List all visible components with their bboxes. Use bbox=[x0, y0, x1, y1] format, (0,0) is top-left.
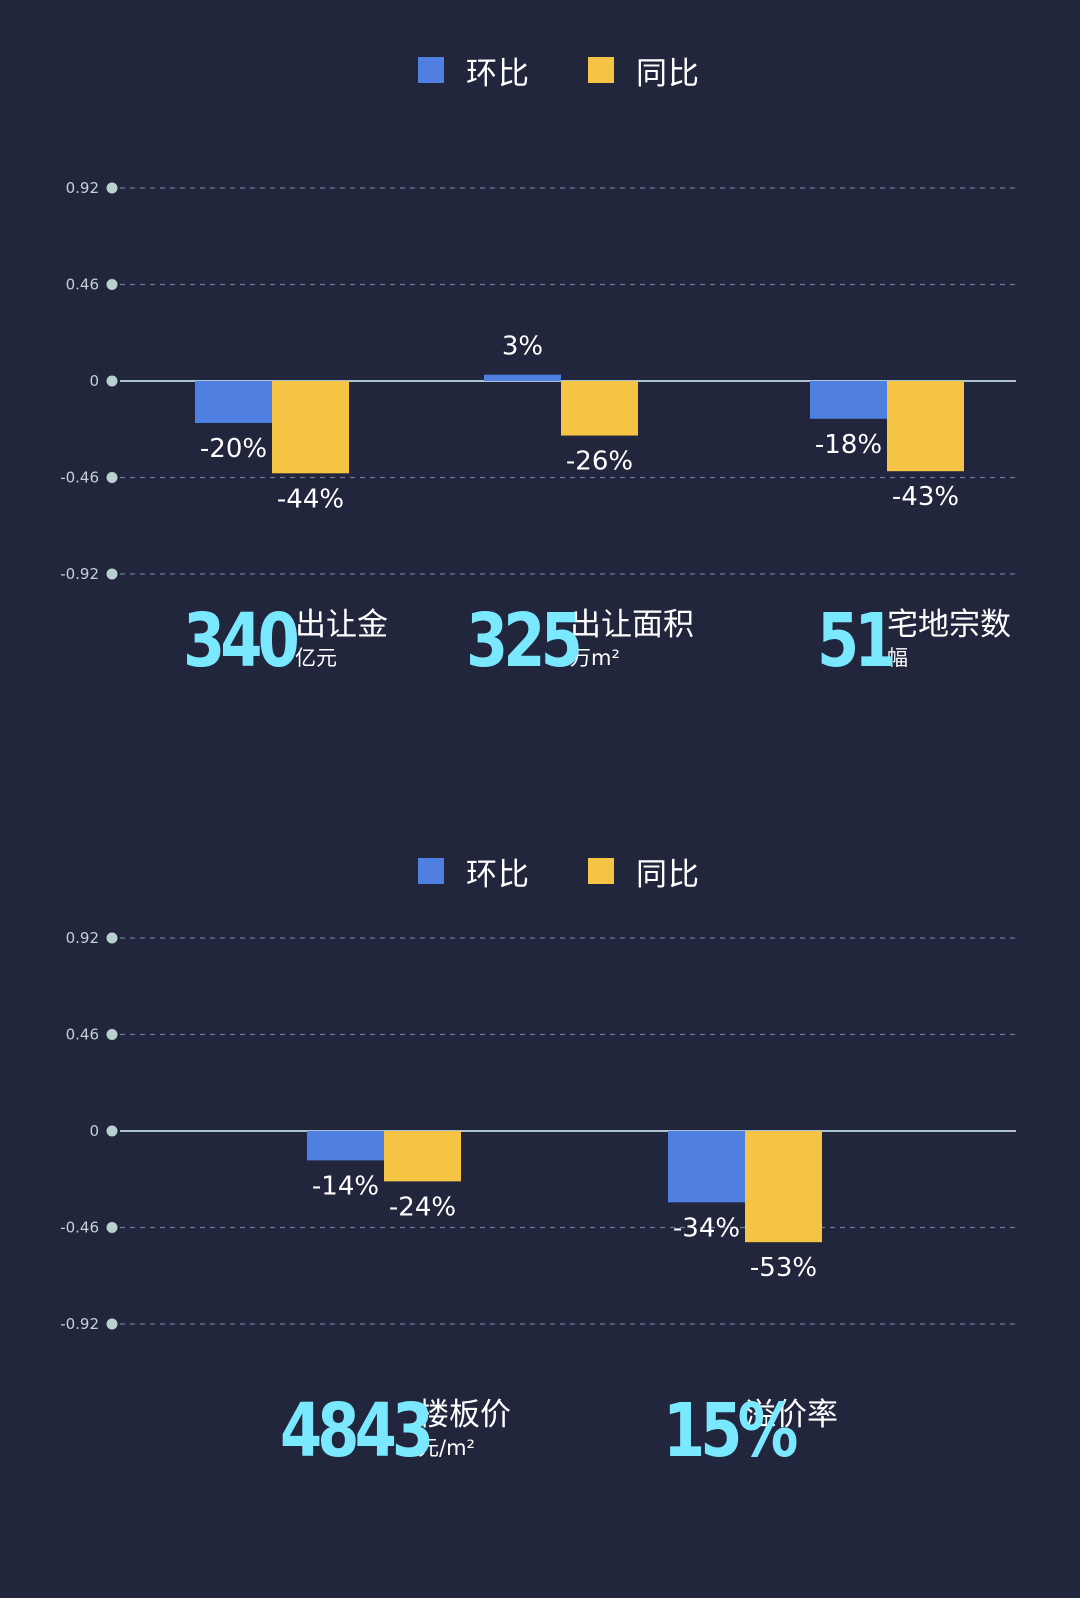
y-tick-label: 0 bbox=[89, 1122, 99, 1140]
stat-transfer-fee: 340 出让金 亿元 bbox=[183, 604, 388, 678]
bar-value-label: -24% bbox=[389, 1192, 456, 1222]
y-tick-label: -0.92 bbox=[60, 1315, 99, 1333]
tick-dot bbox=[106, 472, 118, 483]
bar-mom bbox=[484, 374, 561, 381]
tick-dot bbox=[106, 279, 118, 290]
stat-premium-rate: 15% 溢价率 bbox=[663, 1394, 838, 1468]
bar-value-label: -26% bbox=[566, 447, 633, 477]
tick-dot bbox=[106, 932, 118, 944]
stat-unit: 万m² bbox=[570, 646, 620, 670]
tick-dot bbox=[106, 375, 118, 387]
tick-dot bbox=[106, 1125, 118, 1137]
bar-mom bbox=[668, 1131, 745, 1203]
bar-value-label: 3% bbox=[502, 332, 543, 362]
legend-label-mom: 环比 bbox=[466, 55, 530, 92]
legend-item-yoy: 同比 bbox=[588, 851, 700, 893]
stat-floor-price: 4843 楼板价 元/m² bbox=[280, 1394, 511, 1468]
legend-item-yoy: 同比 bbox=[588, 50, 700, 92]
stat-label: 出让面积 bbox=[570, 607, 694, 643]
bar-yoy bbox=[384, 1131, 461, 1182]
stat-label: 溢价率 bbox=[745, 1397, 838, 1433]
bar-value-label: -53% bbox=[750, 1253, 817, 1283]
bar-value-label: -18% bbox=[815, 430, 882, 460]
legend-label-yoy: 同比 bbox=[636, 856, 700, 893]
legend-swatch-yoy bbox=[588, 57, 614, 83]
y-tick-label: -0.92 bbox=[60, 565, 99, 583]
legend-2: 环比 同比 bbox=[0, 851, 1080, 893]
bar-mom bbox=[307, 1131, 384, 1161]
legend-label-yoy: 同比 bbox=[636, 55, 700, 92]
y-tick-label: 0.46 bbox=[66, 1026, 99, 1044]
bar-value-label: -14% bbox=[312, 1171, 379, 1201]
stat-unit: 幅 bbox=[887, 646, 908, 670]
stat-transfer-area: 325 出让面积 万m² bbox=[466, 604, 694, 678]
legend-1: 环比 同比 bbox=[0, 50, 1080, 92]
stat-text: 溢价率 bbox=[745, 1396, 838, 1434]
tick-dot bbox=[106, 182, 118, 194]
bar-value-label: -20% bbox=[200, 434, 267, 464]
y-tick-label: 0.92 bbox=[66, 179, 99, 197]
stat-label: 出让金 bbox=[295, 607, 388, 643]
bar-yoy bbox=[272, 381, 349, 474]
bar-mom bbox=[810, 381, 887, 419]
tick-dot bbox=[106, 568, 118, 580]
stat-value: 4843 bbox=[280, 1388, 434, 1474]
stat-residential-parcels: 51 宅地宗数 幅 bbox=[817, 604, 1011, 678]
legend-swatch-mom bbox=[418, 57, 444, 83]
y-tick-label: -0.46 bbox=[60, 1219, 99, 1237]
tick-dot bbox=[106, 1318, 118, 1330]
legend-swatch-mom bbox=[418, 858, 444, 884]
y-tick-label: 0 bbox=[89, 372, 99, 390]
bar-chart-floor-price: 0.92 0.46 0 -0.46 -0.92 -14% -24% -34% -53% bbox=[60, 929, 1016, 1333]
legend-item-mom: 环比 bbox=[418, 851, 530, 893]
stat-label: 楼板价 bbox=[418, 1397, 511, 1433]
bar-value-label: -34% bbox=[673, 1213, 740, 1243]
legend-label-mom: 环比 bbox=[466, 856, 530, 893]
bar-value-label: -44% bbox=[277, 484, 344, 514]
y-tick-label: 0.46 bbox=[66, 276, 99, 294]
stat-text: 出让面积 万m² bbox=[570, 606, 694, 672]
bar-yoy bbox=[561, 381, 638, 436]
stat-label: 宅地宗数 bbox=[887, 607, 1011, 643]
y-tick-label: -0.46 bbox=[60, 469, 99, 487]
stat-text: 出让金 亿元 bbox=[295, 606, 388, 672]
bar-mom bbox=[195, 381, 272, 423]
bar-yoy bbox=[887, 381, 964, 472]
stat-text: 楼板价 元/m² bbox=[418, 1396, 511, 1462]
tick-dot bbox=[106, 1222, 118, 1233]
bar-chart-land-transfer: 0.92 0.46 0 -0.46 -0.92 -20% -44% 3% -26% -18% -43… bbox=[60, 179, 1016, 583]
legend-item-mom: 环比 bbox=[418, 50, 530, 92]
stat-text: 宅地宗数 幅 bbox=[887, 606, 1011, 672]
y-tick-label: 0.92 bbox=[66, 929, 99, 947]
tick-dot bbox=[106, 1029, 118, 1040]
stat-value: 15% bbox=[663, 1388, 798, 1474]
legend-swatch-yoy bbox=[588, 858, 614, 884]
bar-yoy bbox=[745, 1131, 822, 1243]
bar-value-label: -43% bbox=[892, 482, 959, 512]
stat-unit: 元/m² bbox=[418, 1436, 475, 1460]
stat-unit: 亿元 bbox=[295, 646, 337, 670]
